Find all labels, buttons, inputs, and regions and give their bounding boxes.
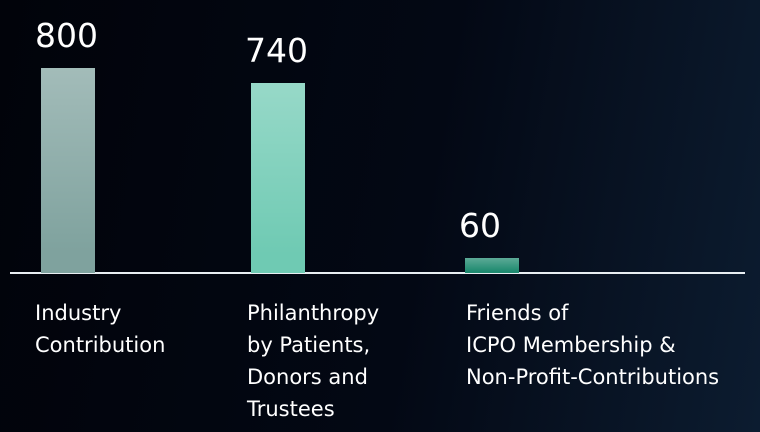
bar	[465, 257, 519, 273]
bar	[41, 68, 95, 273]
category-label: Philanthropy by Patients, Donors and Tru…	[247, 301, 380, 421]
bar	[251, 83, 305, 273]
value-label: 60	[459, 205, 501, 245]
value-label: 800	[35, 16, 98, 55]
value-label: 740	[245, 31, 308, 71]
category-label: Industry Contribution	[35, 301, 166, 357]
baseline	[10, 272, 745, 274]
category-label: Friends of ICPO Membership & Non-Profit-…	[466, 301, 720, 389]
